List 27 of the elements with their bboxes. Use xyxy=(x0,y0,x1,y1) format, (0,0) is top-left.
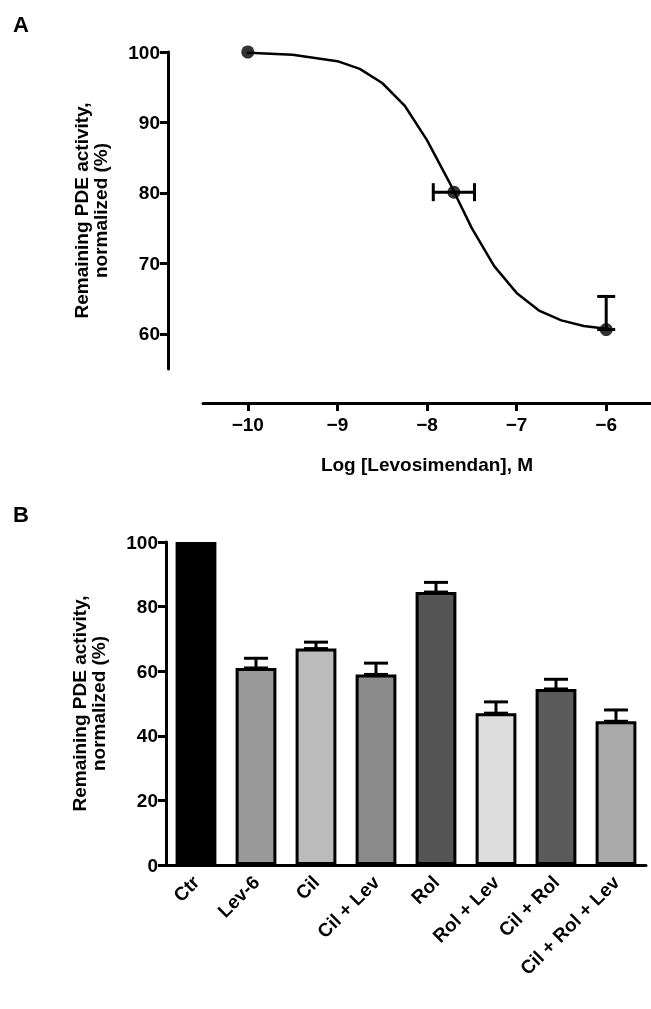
y-tick-label: 90 xyxy=(138,111,160,133)
y-tick-label: 100 xyxy=(128,41,160,63)
text: A xyxy=(13,11,29,37)
y-tick-label: 80 xyxy=(138,182,160,204)
point xyxy=(599,323,613,337)
y-tick-label: 40 xyxy=(136,725,158,747)
y-tick-label: 80 xyxy=(136,596,158,618)
point xyxy=(447,185,461,199)
x-tick-label: −6 xyxy=(595,414,618,435)
x-tick-label: Cil xyxy=(291,871,324,904)
x-tick-label: −9 xyxy=(326,414,349,435)
y-tick-label: 60 xyxy=(136,660,158,682)
y-tick-label: 0 xyxy=(147,854,158,876)
point xyxy=(241,45,255,59)
x-tick-label: Ctr xyxy=(169,871,204,906)
chart-title: B xyxy=(13,501,29,527)
x-axis-title: Log [Levosimendan], M xyxy=(320,454,534,475)
y-tick-label: 20 xyxy=(136,789,158,811)
y-tick-label: 60 xyxy=(138,323,160,345)
y-tick-label: 100 xyxy=(126,531,158,553)
x-tick-label: Rol xyxy=(406,871,444,909)
y-axis-title: Remaining PDE activity, normalized (%) xyxy=(69,595,109,812)
x-tick-label: −10 xyxy=(231,414,264,435)
x-tick-label: −8 xyxy=(416,414,438,435)
y-tick-label: 70 xyxy=(138,252,160,274)
y-axis-title: Remaining PDE activity, normalized (%) xyxy=(71,102,111,319)
x-tick-label: −7 xyxy=(505,414,528,435)
